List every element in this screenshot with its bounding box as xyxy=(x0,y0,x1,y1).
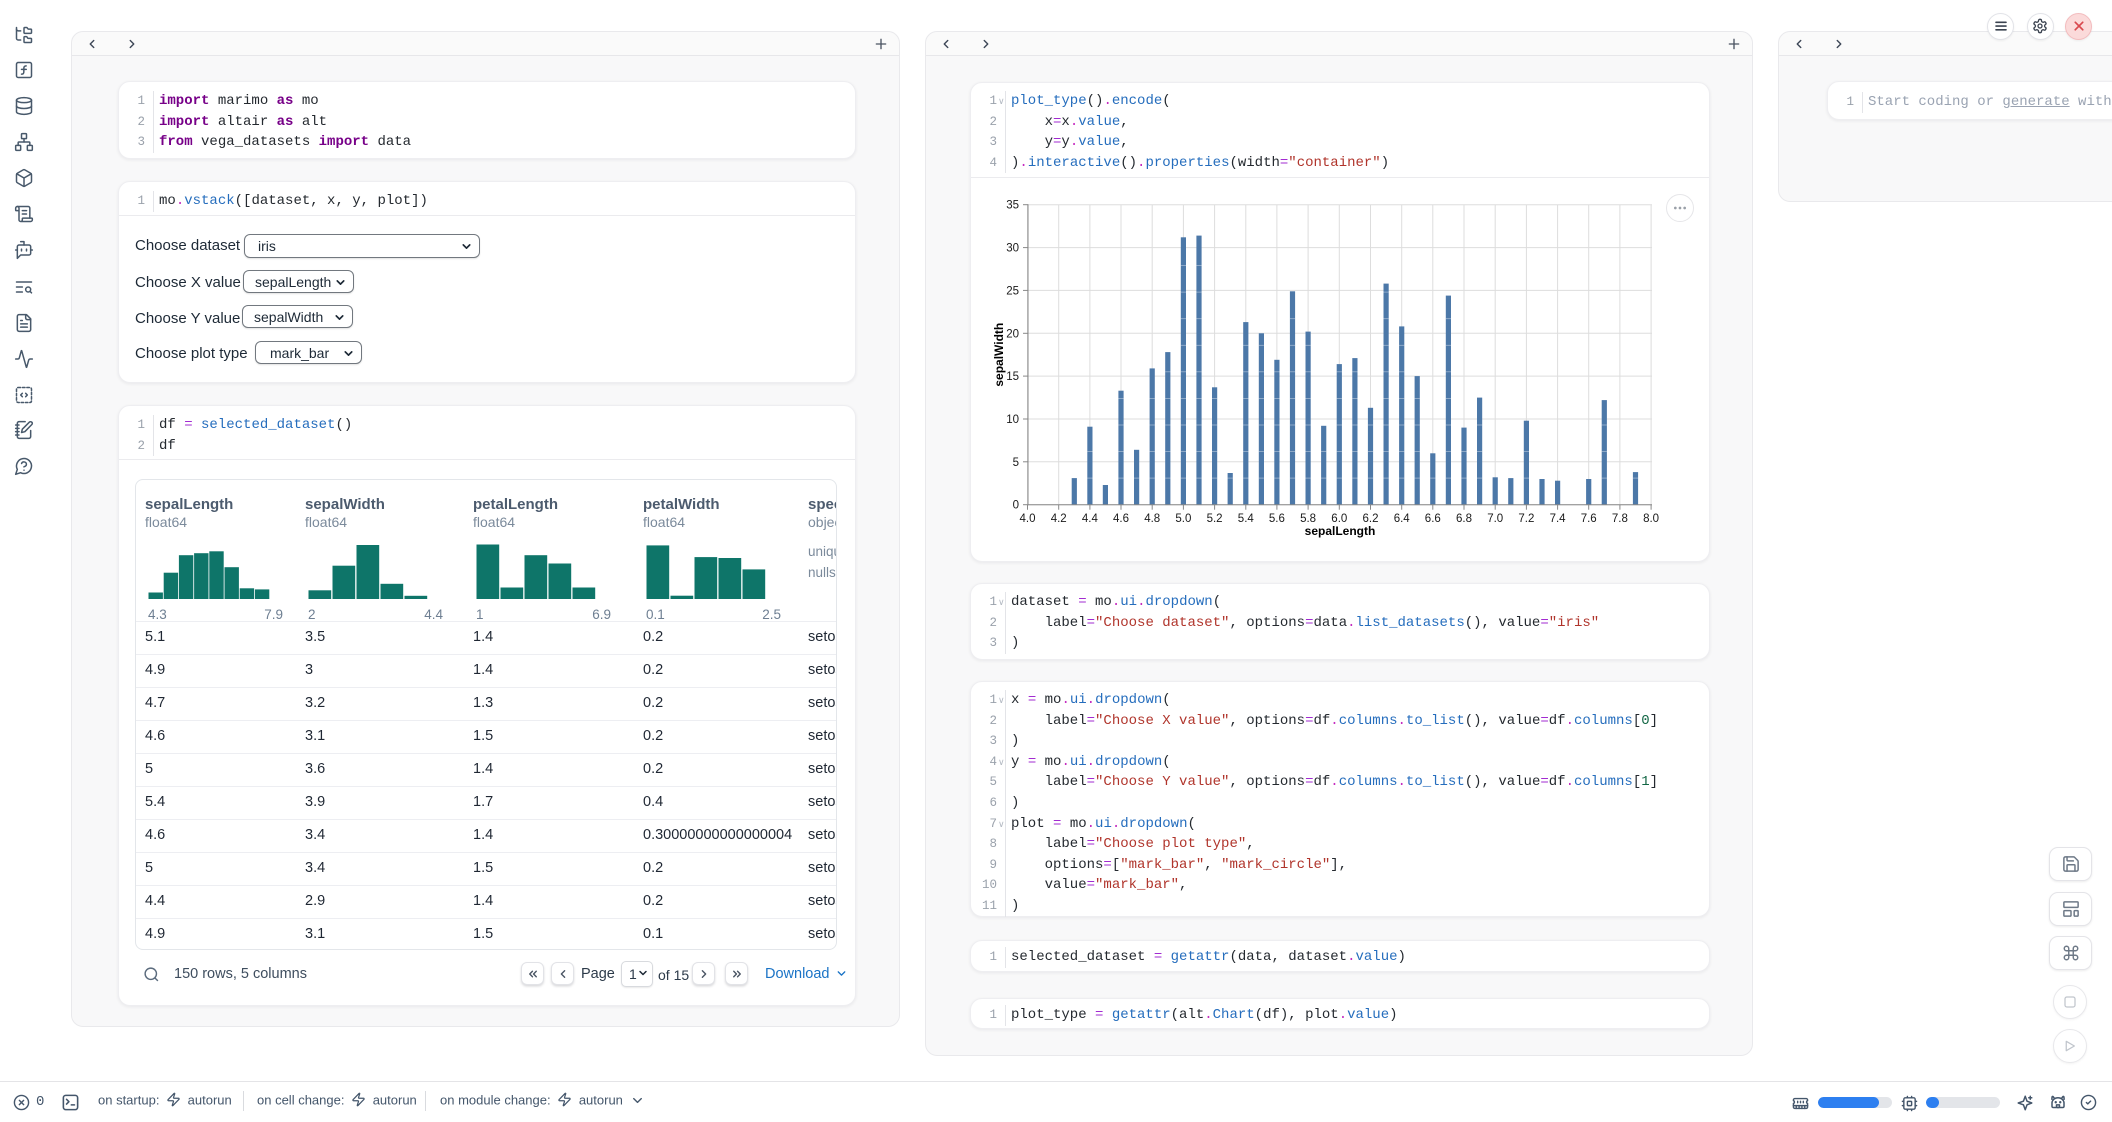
svg-text:4.4: 4.4 xyxy=(1082,513,1099,525)
svg-text:5.0: 5.0 xyxy=(1175,513,1191,525)
svg-text:sepalWidth: sepalWidth xyxy=(992,323,1006,387)
svg-text:4.8: 4.8 xyxy=(1144,513,1160,525)
svg-text:0: 0 xyxy=(1013,500,1019,512)
svg-text:7.0: 7.0 xyxy=(1487,513,1503,525)
svg-text:5.6: 5.6 xyxy=(1269,513,1285,525)
svg-text:7.6: 7.6 xyxy=(1581,513,1597,525)
svg-text:35: 35 xyxy=(1006,200,1019,212)
svg-text:6.6: 6.6 xyxy=(1425,513,1441,525)
svg-text:7.2: 7.2 xyxy=(1518,513,1534,525)
svg-text:6.8: 6.8 xyxy=(1456,513,1472,525)
svg-text:8.0: 8.0 xyxy=(1643,513,1659,525)
svg-text:5: 5 xyxy=(1013,457,1019,469)
svg-text:sepalLength: sepalLength xyxy=(1305,524,1376,538)
svg-text:20: 20 xyxy=(1006,328,1019,340)
svg-text:7.8: 7.8 xyxy=(1612,513,1628,525)
svg-text:5.4: 5.4 xyxy=(1238,513,1255,525)
svg-text:5.2: 5.2 xyxy=(1207,513,1223,525)
svg-text:5.8: 5.8 xyxy=(1300,513,1316,525)
svg-text:4.0: 4.0 xyxy=(1020,513,1036,525)
svg-text:10: 10 xyxy=(1006,414,1019,426)
svg-text:6.2: 6.2 xyxy=(1363,513,1379,525)
svg-text:15: 15 xyxy=(1006,371,1019,383)
svg-text:6.4: 6.4 xyxy=(1394,513,1411,525)
svg-text:25: 25 xyxy=(1006,285,1019,297)
svg-text:7.4: 7.4 xyxy=(1550,513,1567,525)
svg-text:6.0: 6.0 xyxy=(1331,513,1347,525)
svg-text:4.2: 4.2 xyxy=(1051,513,1067,525)
svg-text:4.6: 4.6 xyxy=(1113,513,1129,525)
svg-text:30: 30 xyxy=(1006,243,1019,255)
